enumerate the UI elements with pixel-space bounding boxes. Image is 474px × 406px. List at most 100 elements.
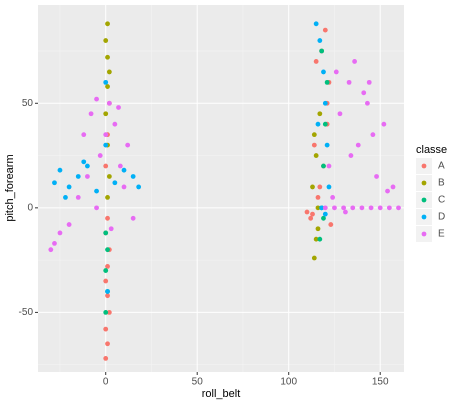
point [88, 111, 94, 117]
point [319, 48, 325, 54]
point [105, 247, 110, 253]
point [103, 163, 109, 169]
point [105, 194, 110, 200]
point [317, 111, 323, 117]
point [105, 341, 110, 347]
point [337, 111, 343, 117]
point [103, 326, 109, 332]
x-tick-label: 100 [280, 377, 297, 388]
point [103, 132, 109, 138]
point [374, 174, 379, 179]
point [85, 163, 90, 169]
point [365, 100, 370, 106]
point [106, 69, 112, 75]
point [386, 205, 392, 211]
point [105, 293, 110, 299]
point [355, 142, 361, 148]
point [315, 194, 321, 200]
point [359, 205, 365, 211]
point [324, 79, 330, 85]
point [366, 79, 372, 85]
point [81, 159, 87, 165]
x-tick-label: 50 [192, 377, 204, 388]
point [313, 59, 319, 64]
point [322, 100, 328, 106]
legend-marker [421, 197, 427, 203]
point [311, 142, 317, 148]
point [311, 132, 317, 138]
point [108, 226, 114, 232]
point [57, 230, 63, 236]
point [105, 263, 110, 269]
point [311, 255, 317, 261]
point [52, 240, 57, 246]
point [352, 59, 357, 64]
point [390, 184, 396, 190]
point [315, 226, 321, 232]
point [103, 268, 109, 273]
point [103, 278, 109, 284]
y-tick-label: 50 [22, 98, 34, 109]
point [326, 184, 332, 190]
point [117, 163, 123, 169]
point [103, 142, 109, 148]
point [94, 205, 99, 211]
point [57, 167, 63, 173]
point [322, 27, 328, 33]
x-axis-label: roll_belt [202, 388, 241, 400]
point [48, 247, 54, 253]
point [315, 205, 321, 211]
point [130, 215, 136, 221]
point [370, 132, 376, 138]
point [313, 236, 319, 242]
point [333, 69, 339, 75]
point [63, 194, 68, 200]
point [103, 230, 109, 236]
point [396, 205, 401, 211]
point [381, 121, 387, 127]
x-tick-label: 0 [103, 377, 109, 388]
point [97, 153, 103, 158]
legend-label: D [438, 212, 445, 223]
point [317, 38, 323, 43]
point [66, 222, 72, 227]
y-tick-label: 0 [27, 202, 33, 213]
point [321, 163, 326, 169]
x-tick-label: 150 [372, 377, 389, 388]
point [103, 310, 109, 315]
point [324, 142, 330, 148]
legend-title: classe [416, 144, 447, 156]
point [75, 194, 81, 200]
point [112, 121, 118, 127]
point [313, 21, 319, 27]
point [322, 205, 328, 211]
point [52, 180, 57, 186]
legend-marker [421, 163, 427, 169]
point [328, 222, 334, 227]
point [321, 215, 326, 221]
point [103, 111, 109, 117]
point [319, 205, 325, 211]
point [341, 205, 347, 211]
point [317, 184, 323, 190]
point [346, 79, 352, 85]
point [105, 289, 110, 294]
point [310, 211, 315, 217]
point [330, 194, 336, 200]
legend-marker [421, 180, 427, 186]
point [85, 174, 90, 179]
point [304, 209, 310, 215]
point [105, 215, 110, 221]
legend-label: C [438, 195, 445, 206]
point [130, 174, 136, 179]
y-tick-label: -50 [19, 307, 34, 318]
point [308, 215, 314, 221]
point [106, 174, 112, 179]
point [313, 153, 319, 158]
point [315, 121, 321, 127]
point [103, 79, 109, 85]
point [385, 188, 390, 194]
point [94, 96, 99, 102]
point [121, 167, 127, 173]
point [136, 184, 142, 190]
